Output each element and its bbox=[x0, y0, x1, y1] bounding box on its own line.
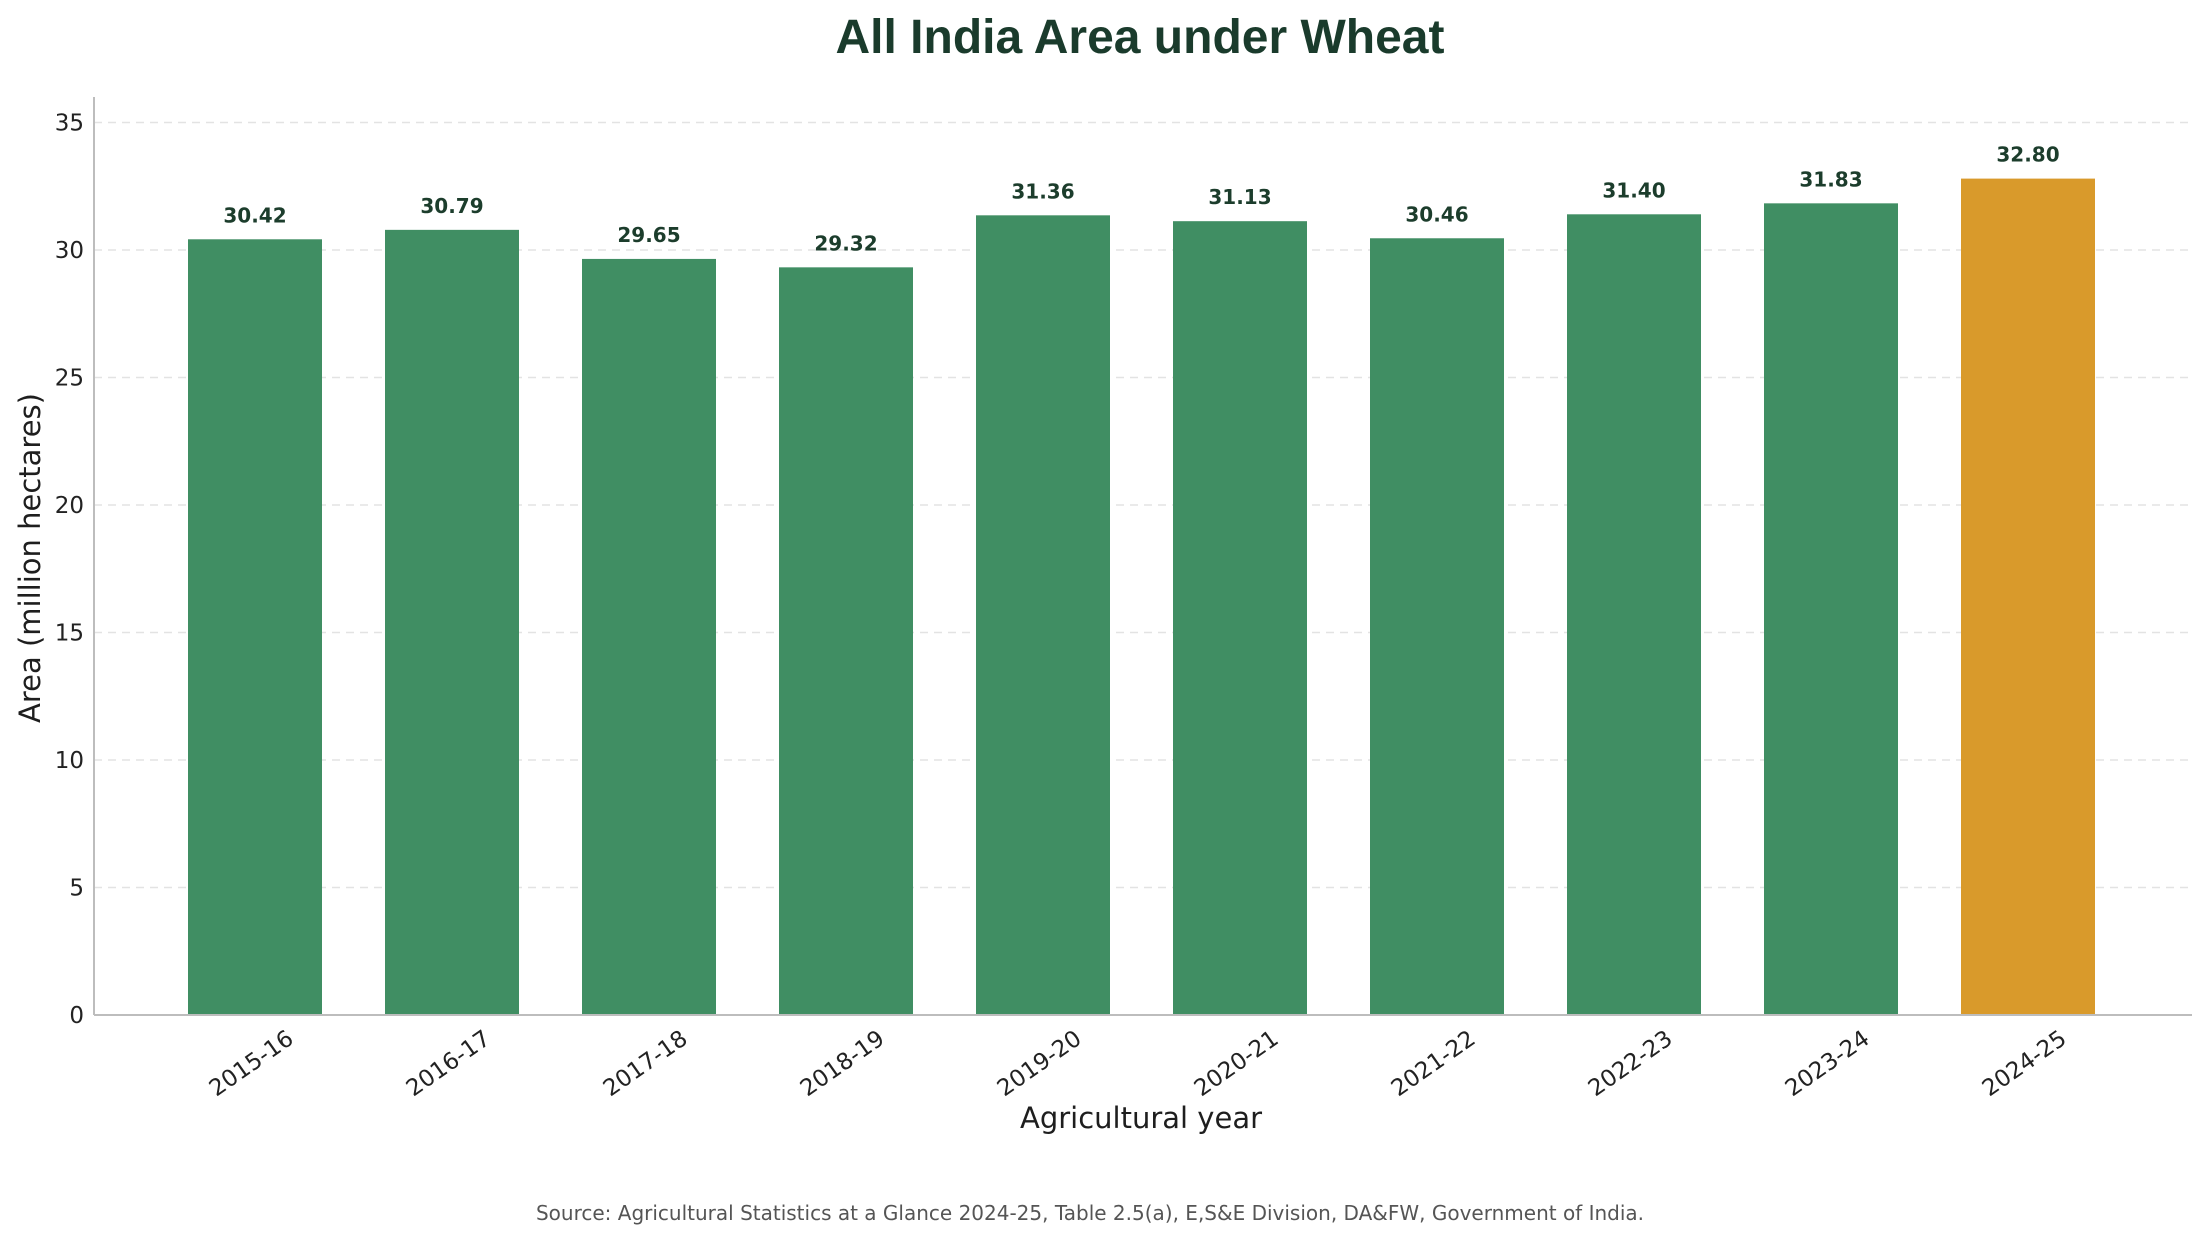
x-tick-label-2016-17: 2016-17 bbox=[402, 1026, 496, 1102]
x-tick-labels: 2015-16 2016-17 2017-18 2018-19 2019-20 2020-… bbox=[205, 1026, 2072, 1102]
axes bbox=[93, 97, 2192, 1016]
data-label-2021-22: 30.46 bbox=[1405, 202, 1468, 226]
x-tick-label-2022-23: 2022-23 bbox=[1584, 1026, 1678, 1102]
x-tick-label-2024-25: 2024-25 bbox=[1978, 1026, 2072, 1102]
data-labels: 30.42 30.79 29.65 29.32 31.36 31.13 30.46 31.40… bbox=[223, 143, 2059, 256]
y-tick-label: 25 bbox=[55, 366, 84, 392]
x-tick-label-2019-20: 2019-20 bbox=[993, 1026, 1087, 1102]
bar-2015-16 bbox=[188, 239, 322, 1016]
data-label-2017-18: 29.65 bbox=[617, 223, 680, 247]
bar-2023-24 bbox=[1764, 203, 1898, 1015]
y-tick-label: 0 bbox=[69, 1003, 84, 1029]
data-label-2015-16: 30.42 bbox=[223, 203, 286, 227]
chart-title: All India Area under Wheat bbox=[836, 11, 1445, 64]
x-tick-label-2015-16: 2015-16 bbox=[205, 1026, 299, 1102]
x-tick-label-2018-19: 2018-19 bbox=[796, 1026, 890, 1102]
y-axis-label: Area (million hectares) bbox=[13, 393, 47, 723]
bar-2021-22 bbox=[1370, 238, 1504, 1015]
bar-2024-25 bbox=[1961, 178, 2095, 1016]
x-tick-label-2021-22: 2021-22 bbox=[1387, 1026, 1481, 1102]
data-label-2020-21: 31.13 bbox=[1208, 185, 1271, 209]
data-label-2022-23: 31.40 bbox=[1602, 178, 1665, 202]
x-axis-label: Agricultural year bbox=[1020, 1101, 1262, 1135]
data-label-2023-24: 31.83 bbox=[1799, 167, 1862, 191]
bar-2020-21 bbox=[1173, 221, 1307, 1015]
data-label-2016-17: 30.79 bbox=[420, 194, 483, 218]
bar-2016-17 bbox=[385, 229, 519, 1016]
y-tick-label: 20 bbox=[55, 493, 84, 519]
y-tick-labels: 0 5 10 15 20 25 30 35 bbox=[55, 111, 84, 1030]
bar-2018-19 bbox=[779, 267, 913, 1016]
x-tick-label-2017-18: 2017-18 bbox=[599, 1026, 693, 1102]
y-tick-label: 5 bbox=[69, 876, 84, 902]
x-tick-label-2020-21: 2020-21 bbox=[1190, 1026, 1284, 1102]
y-tick-label: 10 bbox=[55, 748, 84, 774]
bar-2017-18 bbox=[582, 258, 716, 1015]
y-tick-label: 30 bbox=[55, 238, 84, 264]
x-tick-label-2023-24: 2023-24 bbox=[1781, 1026, 1875, 1102]
bars bbox=[188, 178, 2095, 1016]
source-note: Source: Agricultural Statistics at a Gla… bbox=[536, 1201, 1644, 1225]
data-label-2024-25: 32.80 bbox=[1996, 143, 2059, 167]
data-label-2018-19: 29.32 bbox=[814, 231, 877, 255]
data-label-2019-20: 31.36 bbox=[1011, 179, 1074, 203]
y-tick-label: 35 bbox=[55, 111, 84, 137]
bar-2019-20 bbox=[976, 215, 1110, 1015]
bar-2022-23 bbox=[1567, 214, 1701, 1016]
y-tick-label: 15 bbox=[55, 621, 84, 647]
